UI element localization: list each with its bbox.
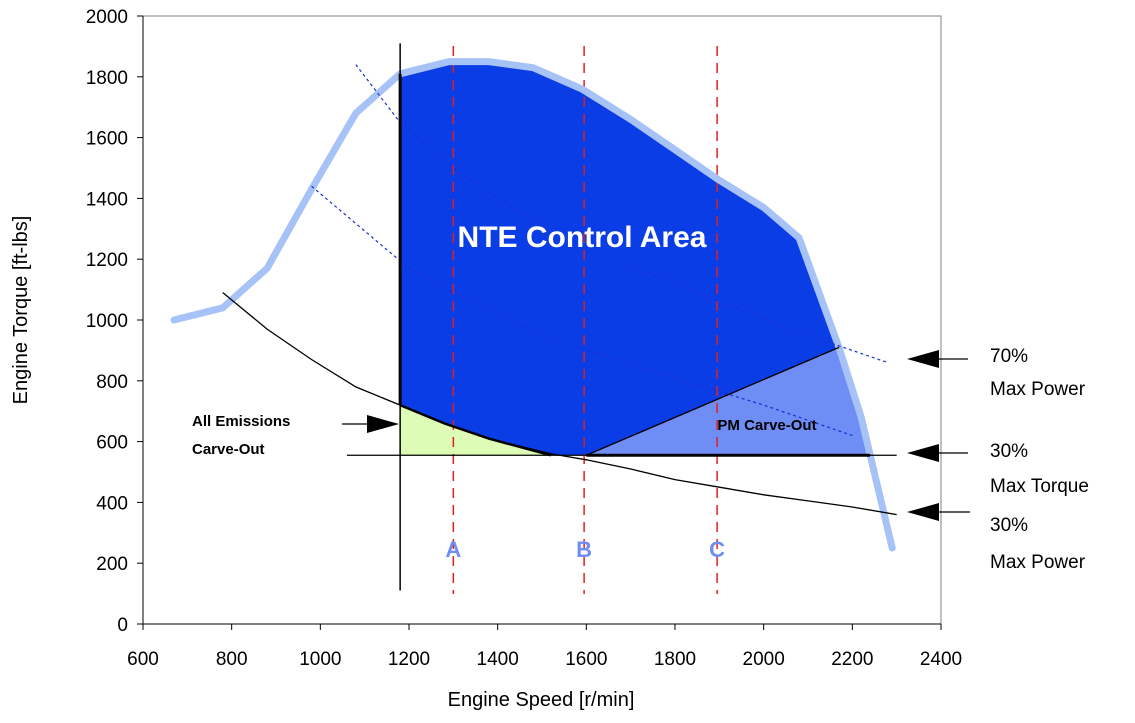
max-torque-30-label-pct: 30% [990,441,1028,462]
x-tick-label: 800 [216,649,248,670]
x-tick-label: 2000 [743,649,785,670]
x-axis-title: Engine Speed [r/min] [448,689,635,711]
y-tick-label: 1800 [86,68,128,89]
y-tick-label: 1600 [86,129,128,150]
y-tick-label: 600 [96,433,128,454]
x-tick-label: 600 [127,649,159,670]
max-power-70-arrow-arrowhead [907,350,939,368]
pm-carve-out-region [586,347,871,456]
x-tick-label: 1000 [299,649,341,670]
max-power-70-label-pct: 70% [990,346,1028,367]
iso-power-middle-curve [311,185,853,437]
y-axis-title: Engine Torque [ft-lbs] [10,216,32,405]
y-tick-label: 1200 [86,250,128,271]
emissions-carve-out-arrow-arrowhead [367,415,399,433]
axes-layer: 600 800 1000 1200 1400 1600 1800 2000 2200 2400 0 2… [86,7,962,670]
pm-carve-out-label: PM Carve-Out [717,417,816,434]
y-tick-label: 800 [96,372,128,393]
y-tick-label: 400 [96,493,128,514]
emissions-carve-out-label-line: All Emissions [192,413,290,430]
regions-layer [400,61,871,456]
x-tick-label: 1200 [388,649,430,670]
power-70pct-line [586,346,840,456]
max-torque-curve [170,58,896,552]
max-power-70-label-text: Max Power [990,379,1086,400]
nte-control-area-region [400,61,839,456]
x-tick-label: 1600 [565,649,607,670]
y-tick-label: 1000 [86,311,128,332]
labels-layer: NTE Control Area PM Carve-Out All Emission… [192,221,1089,573]
nte-control-area-label: NTE Control Area [458,221,707,254]
emissions-carve-out-label-line: Carve-Out [192,441,265,458]
y-tick-label: 200 [96,554,128,575]
x-tick-label: 2200 [831,649,873,670]
max-power-30-label-pct: 30% [990,515,1028,536]
y-tick-label: 2000 [86,7,128,28]
x-tick-label: 2400 [920,649,962,670]
power-30pct-curve [222,292,897,516]
lines-layer [170,43,897,594]
max-torque-30-label-text: Max Torque [990,476,1089,497]
max-power-30-arrow-arrowhead [907,503,939,521]
x-tick-label: 1400 [477,649,519,670]
max-power-30-label-text: Max Power [990,552,1086,573]
max-torque-30-arrow-arrowhead [907,444,939,462]
mode-label-c: C [709,537,725,562]
y-tick-label: 1400 [86,189,128,210]
nte-lower-edge [399,403,552,457]
y-tick-label: 0 [117,615,128,636]
mode-label-b: B [576,537,592,562]
emissions-carve-out-region [400,405,551,456]
mode-label-a: A [445,537,461,562]
iso-power-upper-curve [355,64,543,227]
x-tick-label: 1800 [654,649,696,670]
